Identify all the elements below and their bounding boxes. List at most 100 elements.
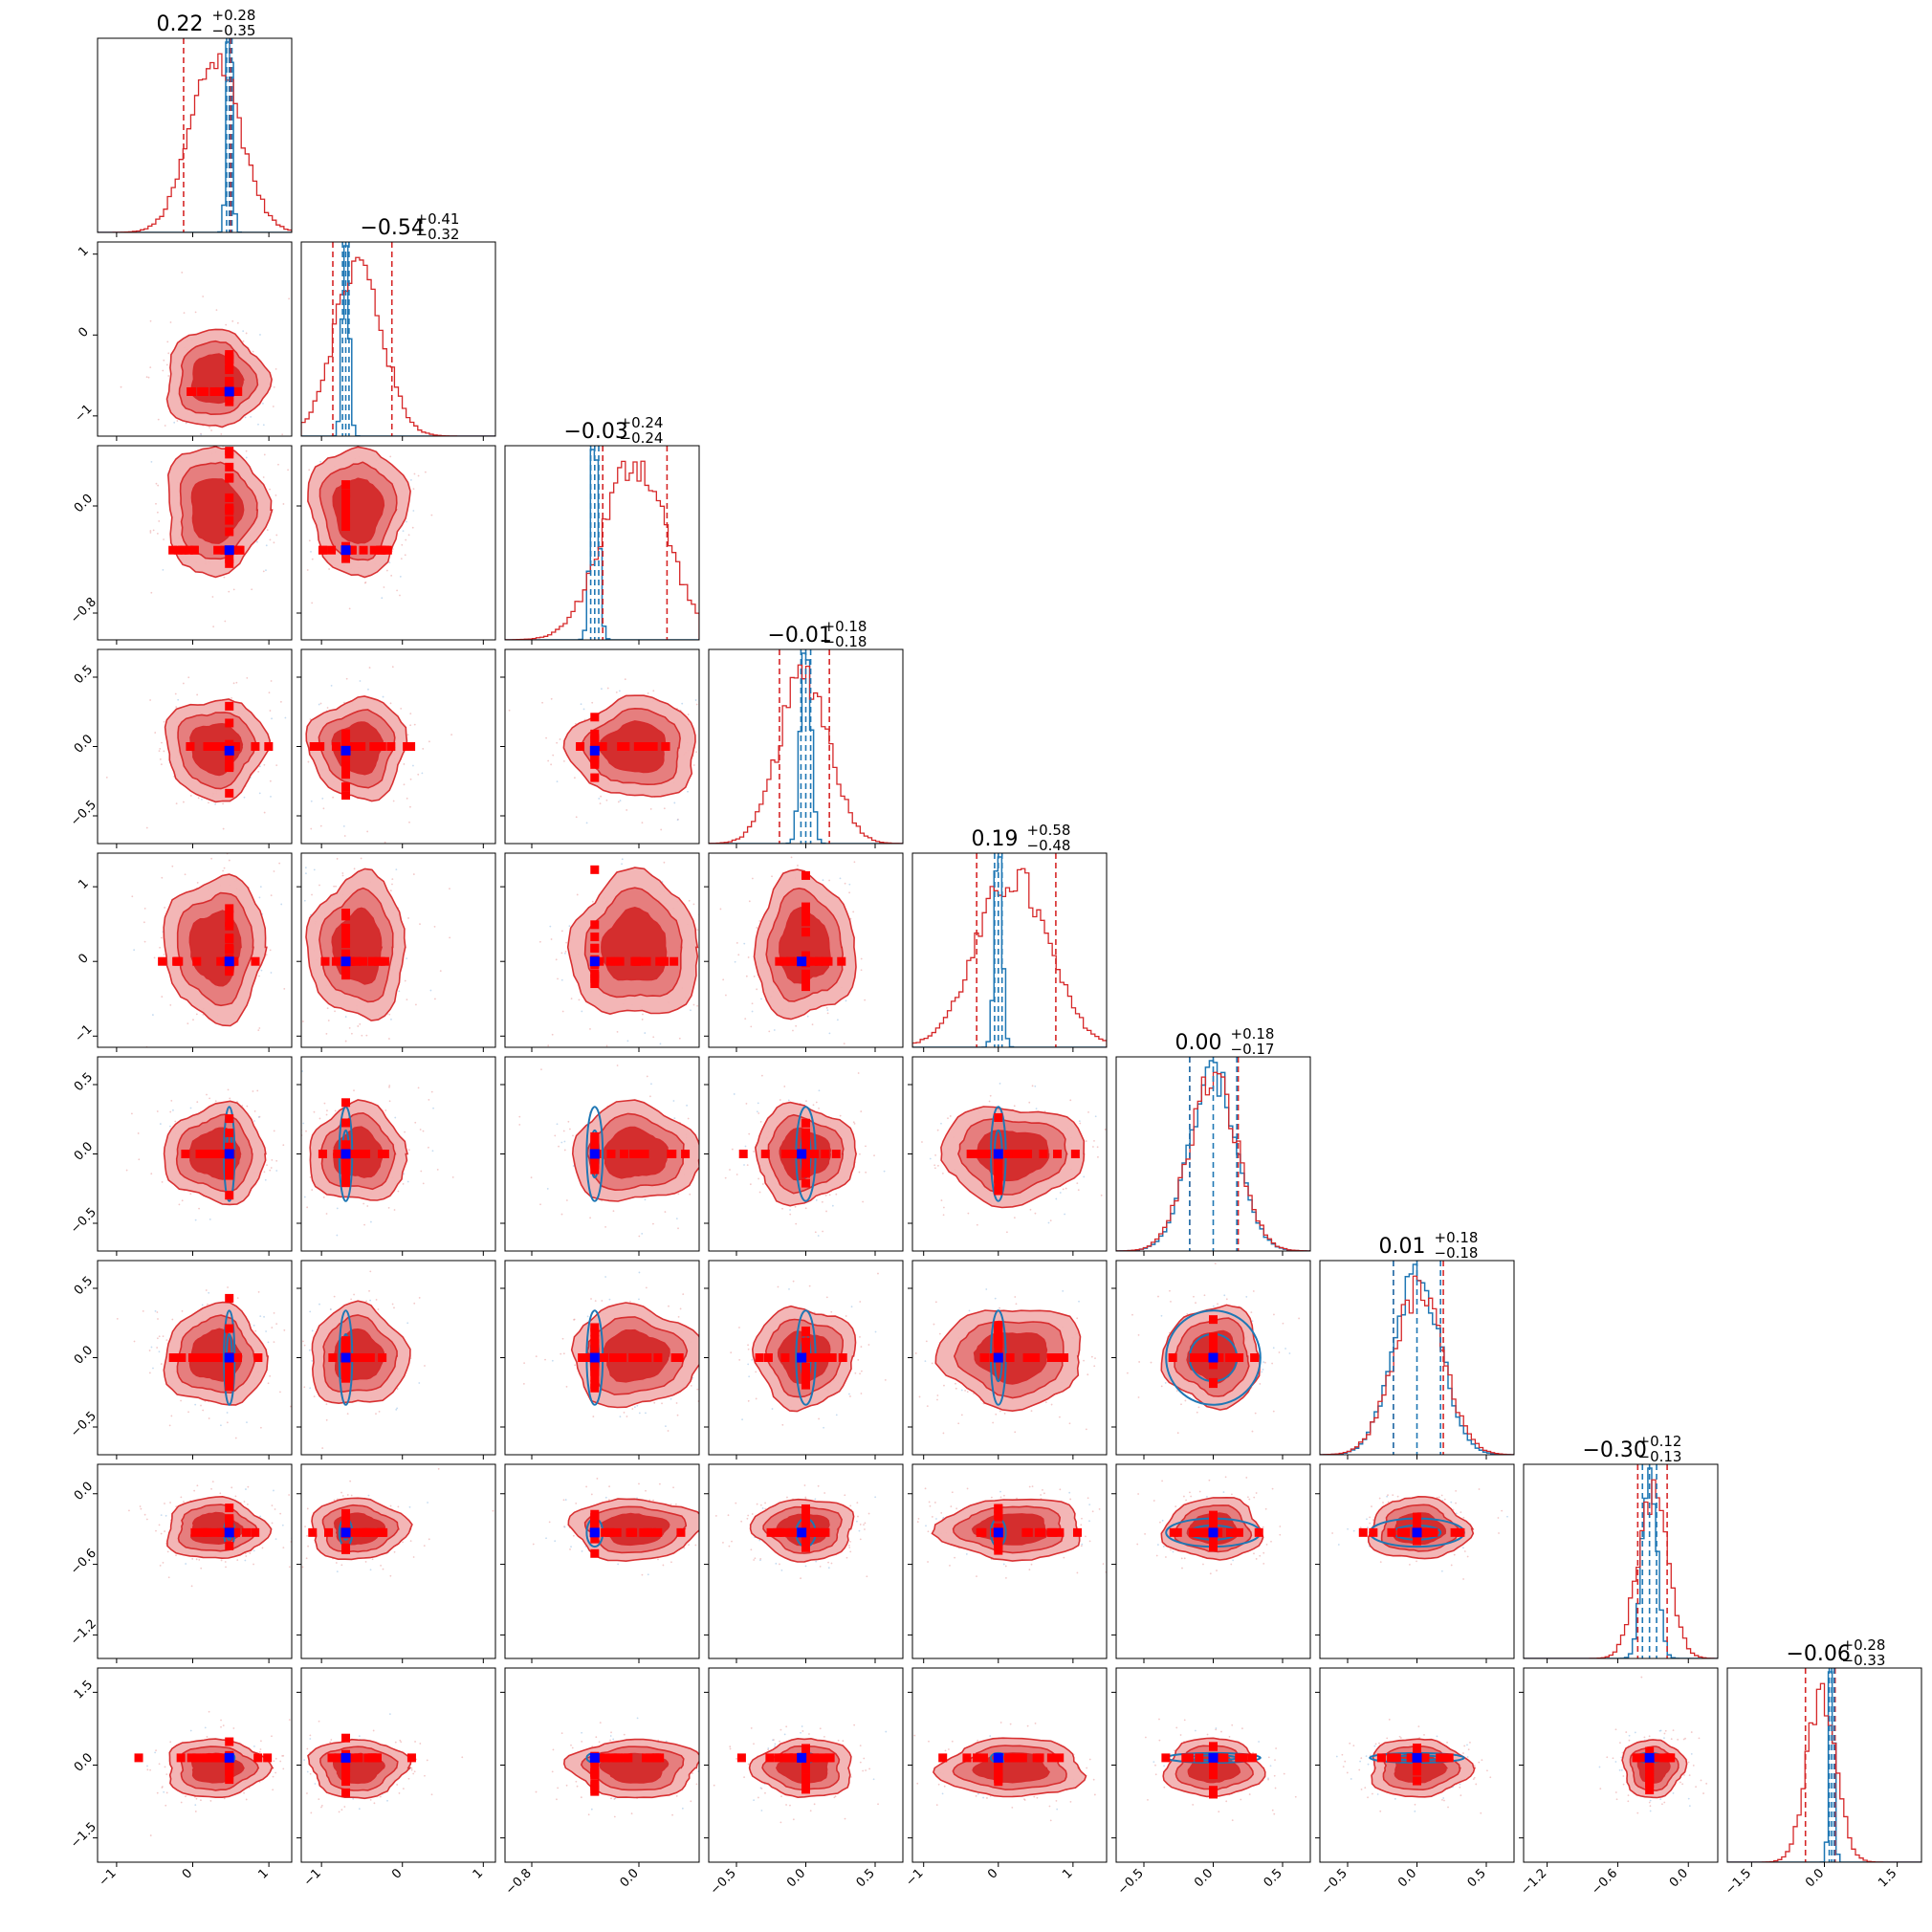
truth-marker xyxy=(340,956,351,967)
sample-dot xyxy=(182,682,185,685)
sample-dot xyxy=(1193,1295,1195,1298)
sample-dot xyxy=(749,1183,752,1186)
sample-dot xyxy=(257,423,259,426)
sample-dot xyxy=(413,723,416,726)
sample-dot xyxy=(751,1359,754,1361)
sample-dot xyxy=(687,714,690,715)
posterior-marker xyxy=(225,1160,234,1170)
sample-dot xyxy=(348,1026,351,1029)
posterior-marker xyxy=(590,1372,600,1382)
sample-dot xyxy=(222,827,225,830)
sample-dot xyxy=(260,969,263,972)
posterior-marker xyxy=(966,1150,976,1158)
sample-dot xyxy=(142,1309,144,1312)
posterior-marker xyxy=(225,921,234,931)
sample-dot xyxy=(738,1358,741,1361)
sample-dot xyxy=(369,1270,372,1273)
posterior-marker xyxy=(659,956,669,966)
posterior-marker xyxy=(801,1328,810,1337)
sample-dot xyxy=(760,998,762,1000)
posterior-marker xyxy=(1052,1353,1062,1362)
sample-dot xyxy=(848,1393,850,1395)
sample-dot xyxy=(202,839,204,841)
sample-dot xyxy=(647,692,649,694)
sample-dot xyxy=(573,1318,575,1321)
posterior-marker xyxy=(590,1323,600,1332)
sample-dot xyxy=(350,1298,353,1301)
sample-dot xyxy=(451,1176,454,1178)
sample-dot xyxy=(259,1315,262,1318)
panel-frame-5-1 xyxy=(97,852,293,1048)
sample-dot xyxy=(652,1222,654,1225)
posterior-marker xyxy=(831,1150,841,1158)
sample-dot xyxy=(1029,1208,1032,1211)
sample-dot xyxy=(568,925,571,928)
sample-dot xyxy=(933,1164,936,1167)
sample-dot xyxy=(421,418,423,420)
sample-dot xyxy=(390,1018,392,1021)
posterior-marker xyxy=(341,729,351,738)
sample-dot xyxy=(149,319,152,322)
sample-dot xyxy=(263,1171,266,1174)
sample-dot xyxy=(839,1114,842,1117)
truth-marker xyxy=(589,745,600,756)
posterior-marker xyxy=(1195,1353,1204,1362)
sample-dot xyxy=(859,1372,861,1375)
sample-dot xyxy=(745,975,748,977)
sample-dot xyxy=(759,1120,762,1123)
scatter-panel-7-4 xyxy=(730,1261,887,1429)
sample-dot xyxy=(196,882,199,884)
sample-dot xyxy=(226,1412,229,1414)
param-title-minus-3: −0.24 xyxy=(620,429,664,447)
sample-dot xyxy=(541,701,543,704)
sample-dot xyxy=(333,823,335,824)
posterior-marker xyxy=(225,493,234,502)
sample-dot xyxy=(269,538,272,541)
sample-dot xyxy=(1044,1401,1047,1404)
sample-dot xyxy=(232,588,235,591)
sample-dot xyxy=(554,1134,557,1137)
sample-dot xyxy=(535,1355,538,1358)
sample-dot xyxy=(308,469,311,472)
sample-dot xyxy=(756,1110,758,1113)
sample-dot xyxy=(934,1154,937,1156)
sample-dot xyxy=(105,776,108,779)
sample-dot xyxy=(608,1298,611,1301)
sample-dot xyxy=(131,895,134,898)
sample-dot xyxy=(638,1235,641,1238)
sample-dot xyxy=(152,529,155,532)
sample-dot xyxy=(1261,1371,1263,1373)
posterior-marker xyxy=(215,386,225,396)
posterior-marker xyxy=(825,1353,835,1362)
sample-dot xyxy=(419,1129,422,1131)
sample-dot xyxy=(725,994,727,997)
sample-dot xyxy=(274,966,276,968)
sample-dot xyxy=(689,1193,692,1196)
sample-dot xyxy=(681,702,684,705)
sample-dot xyxy=(302,450,304,451)
sample-dot xyxy=(181,1199,184,1202)
param-title-minus-8: −0.13 xyxy=(1638,1448,1682,1465)
posterior-marker xyxy=(253,1353,263,1362)
sample-dot xyxy=(624,678,626,681)
param-title-minus-9: −0.33 xyxy=(1842,1652,1886,1669)
sample-dot xyxy=(321,1447,324,1449)
sample-dot xyxy=(828,1194,831,1197)
sample-dot xyxy=(940,1122,942,1125)
sample-dot xyxy=(283,988,286,990)
posterior-marker xyxy=(331,956,340,966)
sample-dot xyxy=(322,428,324,429)
sample-dot xyxy=(668,1470,670,1472)
sample-dot xyxy=(406,957,408,960)
sample-dot xyxy=(389,455,392,458)
sample-dot xyxy=(157,484,160,487)
sample-dot xyxy=(449,888,450,890)
sample-dot xyxy=(1272,1410,1275,1413)
truth-marker xyxy=(224,745,234,756)
posterior-marker xyxy=(801,1337,810,1347)
sample-dot xyxy=(309,1310,312,1313)
posterior-marker xyxy=(994,1186,1003,1196)
sample-dot xyxy=(192,1019,194,1021)
sample-dot xyxy=(867,1344,870,1346)
sample-dot xyxy=(163,538,165,540)
